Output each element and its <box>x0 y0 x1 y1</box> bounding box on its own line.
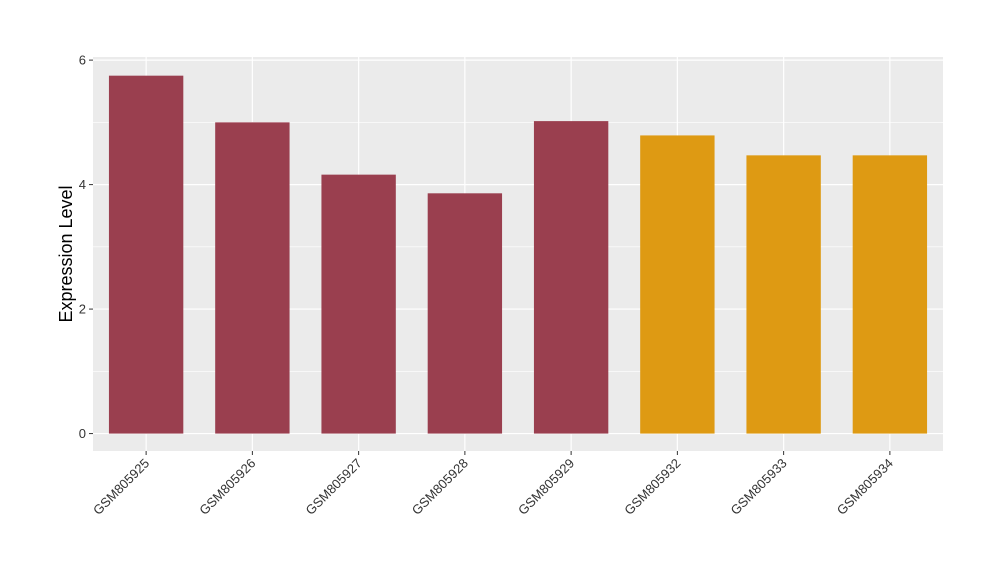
x-tick-label: GSM805927 <box>303 456 365 518</box>
x-tick-label: GSM805933 <box>728 456 790 518</box>
bar-gsm805928 <box>427 193 503 434</box>
x-tick-label: GSM805934 <box>834 456 896 518</box>
bar-gsm805934 <box>852 155 928 434</box>
bar-gsm805933 <box>746 155 821 434</box>
y-axis-title: Expression Level <box>56 185 76 322</box>
x-tick-label: GSM805928 <box>409 456 471 518</box>
x-axis: GSM805925 GSM805926 GSM805927 GSM805928 GSM8… <box>90 451 896 518</box>
y-tick-label: 4 <box>79 177 86 192</box>
x-tick-label: GSM805932 <box>621 456 683 518</box>
bar-gsm805932 <box>640 135 715 434</box>
y-tick-label: 6 <box>79 53 86 68</box>
bar-gsm805925 <box>108 75 184 434</box>
bar-gsm805926 <box>215 122 290 434</box>
bar-series <box>108 75 928 434</box>
bar-gsm805929 <box>533 121 609 434</box>
y-tick-label: 0 <box>79 426 86 441</box>
x-tick-label: GSM805926 <box>196 456 258 518</box>
bar-gsm805927 <box>321 174 396 434</box>
x-tick-label: GSM805929 <box>515 456 577 518</box>
x-tick-label: GSM805925 <box>90 456 152 518</box>
y-axis: 0 2 4 6 <box>79 53 93 441</box>
y-tick-label: 2 <box>79 302 86 317</box>
